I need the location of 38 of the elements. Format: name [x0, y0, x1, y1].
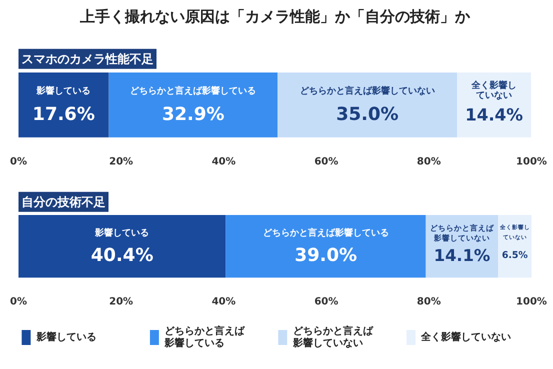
x-tick-label: 80% — [416, 296, 441, 308]
bar — [18, 214, 226, 278]
x-tick-label: 20% — [109, 296, 134, 308]
text: 60% — [314, 156, 338, 168]
text: 影響している — [36, 86, 91, 96]
legend-label: どちらかと言えば影響している — [164, 325, 246, 349]
text: 80% — [416, 156, 441, 168]
y-tick-label: スマホのカメラ性能不足 — [22, 52, 154, 66]
data-label: 14.4% — [465, 104, 524, 124]
text: 40% — [212, 156, 236, 168]
bar — [108, 72, 278, 138]
data-label: 35.0% — [336, 104, 399, 125]
data-label: 40.4% — [90, 244, 154, 266]
x-tick-label: 40% — [212, 296, 236, 308]
x-tick-label: 0% — [10, 296, 27, 308]
text: どちらかと言えば影響している — [262, 228, 389, 238]
legend-label: どちらかと言えば影響していない — [292, 325, 374, 349]
text: どちらかと言えば影響している — [130, 86, 256, 96]
data-label: 17.6% — [32, 104, 95, 125]
text: 全く影響していない — [472, 80, 517, 102]
y-tick-label: 自分の技術不足 — [22, 194, 106, 209]
legend-label: 影響している — [35, 331, 96, 343]
bar — [278, 72, 458, 138]
text: 20% — [109, 156, 134, 168]
x-tick-label: 100% — [516, 296, 547, 308]
data-label: 6.5% — [502, 250, 528, 261]
text: 0% — [10, 156, 27, 168]
text: どちらかと言えば影響していない — [300, 86, 435, 96]
bar — [226, 214, 426, 278]
text: 100% — [516, 156, 547, 168]
data-label: 32.9% — [162, 104, 224, 125]
x-tick-label: 60% — [314, 296, 338, 308]
data-label: 39.0% — [294, 244, 358, 266]
data-label: 14.1% — [434, 246, 490, 265]
bar — [18, 72, 109, 138]
legend-label: 全く影響していない — [420, 331, 512, 343]
text: 影響している — [95, 228, 150, 238]
text: 上手く撮れない原因は「カメラ性能」か「自分の技術」か — [79, 8, 471, 26]
